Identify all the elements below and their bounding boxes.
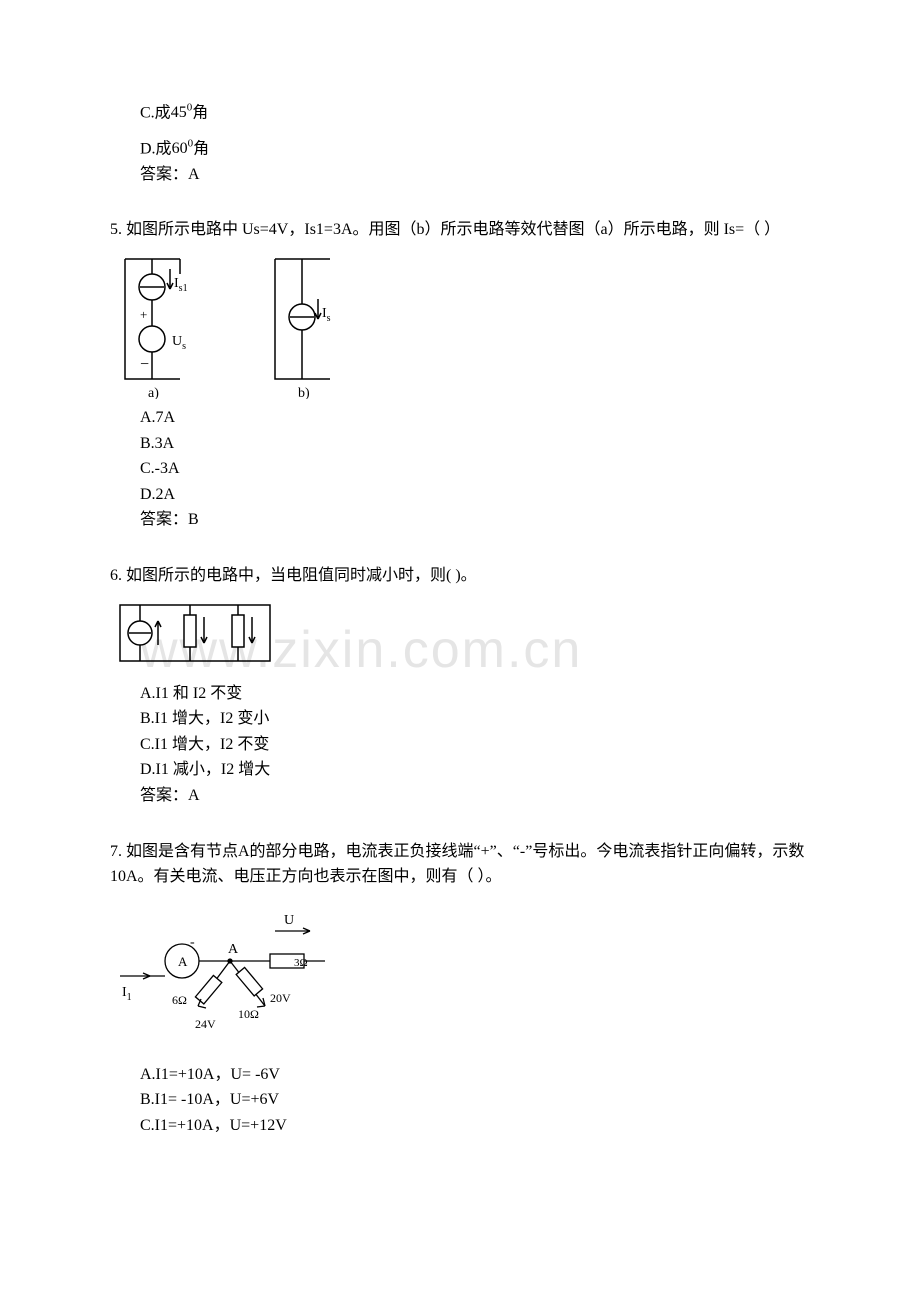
q6: 6. 如图所示的电路中，当电阻值同时减小时，则( )。 bbox=[110, 563, 810, 809]
q4c-prefix: C.成 bbox=[140, 104, 171, 121]
ammeter-a: A bbox=[178, 954, 188, 969]
r2: 10Ω bbox=[238, 1007, 259, 1021]
q6-option-a: A.I1 和 I2 不变 bbox=[110, 681, 810, 707]
q6-text: 6. 如图所示的电路中，当电阻值同时减小时，则( )。 bbox=[110, 563, 810, 589]
q5: 5. 如图所示电路中 Us=4V，Is1=3A。用图（b）所示电路等效代替图（a… bbox=[110, 217, 810, 533]
svg-text:+: + bbox=[140, 307, 147, 322]
q5-option-d: D.2A bbox=[110, 482, 810, 508]
q5-text: 5. 如图所示电路中 Us=4V，Is1=3A。用图（b）所示电路等效代替图（a… bbox=[110, 217, 810, 243]
q7-option-a: A.I1=+10A，U= -6V bbox=[110, 1062, 810, 1088]
label-i1: I1 bbox=[122, 985, 132, 1003]
q5-option-b: B.3A bbox=[110, 431, 810, 457]
label-b: b) bbox=[298, 386, 310, 399]
label-u: U bbox=[284, 913, 294, 928]
q5-circuit-b: Is b) bbox=[260, 249, 360, 399]
q4c-num: 45 bbox=[171, 104, 187, 121]
q6-option-c: C.I1 增大，I2 不变 bbox=[110, 732, 810, 758]
q4c-angle: 450 bbox=[171, 104, 193, 121]
label-us: Us bbox=[172, 334, 186, 352]
q6-circuit bbox=[110, 595, 280, 675]
q5-option-a: A.7A bbox=[110, 405, 810, 431]
q5-circuit-a: + − Is1 Us a) bbox=[110, 249, 220, 399]
q4d-angle: 600 bbox=[172, 140, 194, 157]
label-is1: Is1 bbox=[174, 276, 188, 294]
q6-option-b: B.I1 增大，I2 变小 bbox=[110, 706, 810, 732]
svg-text:−: − bbox=[140, 356, 149, 373]
q7-text: 7. 如图是含有节点A的部分电路，电流表正负接线端“+”、“-”号标出。今电流表… bbox=[110, 839, 810, 890]
q4d-prefix: D.成 bbox=[140, 140, 172, 157]
q6-diagram bbox=[110, 595, 810, 675]
q4-option-c: C.成450角 bbox=[110, 100, 810, 126]
label-is: Is bbox=[322, 306, 331, 324]
q4d-num: 60 bbox=[172, 140, 188, 157]
ammeter-minus: - bbox=[190, 935, 195, 950]
q4-option-d: D.成600角 bbox=[110, 136, 810, 162]
r3: 3Ω bbox=[294, 957, 308, 969]
page-content: C.成450角 D.成600角 答案：A 5. 如图所示电路中 Us=4V，Is… bbox=[110, 100, 810, 1139]
q4-answer: 答案：A bbox=[110, 162, 810, 188]
q6-answer: 答案：A bbox=[110, 783, 810, 809]
q4-tail: C.成450角 D.成600角 答案：A bbox=[110, 100, 810, 187]
q7-option-c: C.I1=+10A，U=+12V bbox=[110, 1113, 810, 1139]
node-a: A bbox=[228, 942, 239, 957]
v1: 24V bbox=[195, 1017, 216, 1031]
q7: 7. 如图是含有节点A的部分电路，电流表正负接线端“+”、“-”号标出。今电流表… bbox=[110, 839, 810, 1139]
q7-circuit: A - A U I1 6Ω 10Ω 3Ω 24V 20V bbox=[110, 906, 360, 1036]
q5-answer: 答案：B bbox=[110, 507, 810, 533]
q5-diagrams: + − Is1 Us a) bbox=[110, 249, 810, 399]
v2: 20V bbox=[270, 991, 291, 1005]
q4d-suffix: 角 bbox=[193, 140, 209, 157]
q7-option-b: B.I1= -10A，U=+6V bbox=[110, 1087, 810, 1113]
label-a: a) bbox=[148, 386, 159, 399]
q7-diagram: A - A U I1 6Ω 10Ω 3Ω 24V 20V bbox=[110, 906, 810, 1036]
q6-option-d: D.I1 减小，I2 增大 bbox=[110, 757, 810, 783]
q5-option-c: C.-3A bbox=[110, 456, 810, 482]
r1: 6Ω bbox=[172, 993, 187, 1007]
q4c-suffix: 角 bbox=[192, 104, 208, 121]
